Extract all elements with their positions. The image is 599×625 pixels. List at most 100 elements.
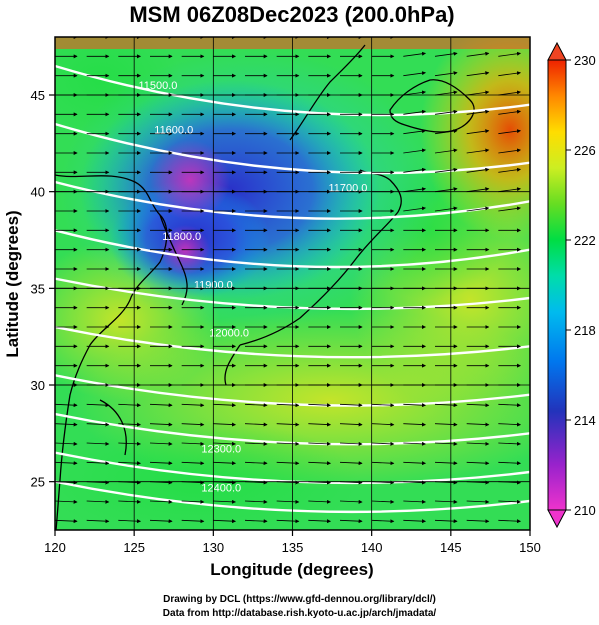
wind-arrow (86, 441, 110, 446)
wind-arrow (466, 90, 490, 96)
wind-arrow (403, 167, 426, 173)
colorbar-tick-label: 226 (574, 143, 596, 158)
wind-arrow (181, 403, 205, 408)
x-tick-label: 135 (282, 540, 304, 555)
wind-arrow (466, 519, 490, 524)
x-tick-label: 145 (440, 540, 462, 555)
wind-arrow (498, 148, 521, 154)
wind-arrow (308, 403, 331, 408)
wind-arrow (244, 403, 268, 408)
wind-arrow (466, 206, 490, 212)
map-title: MSM 06Z08Dec2023 (200.0hPa) (129, 2, 454, 27)
wind-arrow (118, 422, 141, 427)
wind-arrow (308, 461, 331, 466)
wind-arrow (55, 461, 78, 466)
wind-arrow (434, 403, 458, 408)
wind-arrow (244, 519, 268, 524)
wind-arrow (434, 519, 458, 524)
wind-arrow (213, 519, 236, 524)
wind-arrow (498, 71, 521, 77)
wind-arrow (55, 441, 78, 446)
wind-arrow (339, 441, 363, 446)
colorbar-tick-label: 210 (574, 503, 596, 518)
wind-arrow (434, 129, 458, 135)
wind-arrow (498, 499, 521, 504)
wind-arrow (371, 422, 395, 427)
wind-arrow (149, 461, 173, 466)
wind-arrow (498, 403, 521, 408)
colorbar-tick-label: 230 (574, 53, 596, 68)
credit-dcl: Drawing by DCL (https://www.gfd-dennou.o… (163, 594, 436, 605)
wind-arrow (498, 51, 521, 57)
wind-arrow (466, 422, 490, 427)
wind-arrow (403, 519, 426, 524)
wind-arrow (434, 90, 458, 96)
wind-arrow (466, 167, 490, 173)
wind-arrow (244, 499, 268, 504)
wind-arrow (213, 422, 236, 427)
wind-arrow (181, 441, 205, 446)
wind-arrow (371, 403, 395, 408)
wind-arrow (181, 519, 205, 524)
wind-arrow (213, 441, 236, 446)
wind-arrow (434, 461, 458, 466)
wind-arrow (276, 422, 300, 427)
wind-arrow (276, 441, 300, 446)
wind-arrow (403, 499, 426, 504)
colorbar-min-arrow (547, 509, 567, 529)
wind-arrow (118, 403, 141, 408)
wind-arrow (466, 441, 490, 446)
wind-arrow (434, 51, 458, 57)
colorbar-tick-label: 218 (574, 323, 596, 338)
wind-arrow (276, 461, 300, 466)
wind-arrow (434, 187, 458, 193)
wind-arrow (466, 187, 490, 193)
contour-label: 11800.0 (162, 231, 201, 243)
wind-arrow (466, 71, 490, 77)
wind-arrow (403, 109, 426, 115)
wind-arrow (86, 519, 110, 524)
wind-arrow (149, 403, 173, 408)
colorbar-tick-label: 214 (574, 413, 596, 428)
y-tick-label: 35 (31, 281, 45, 296)
wind-arrow (118, 441, 141, 446)
wind-arrow (244, 422, 268, 427)
wind-arrow (55, 499, 78, 504)
wind-arrow (86, 499, 110, 504)
wind-arrow (466, 51, 490, 57)
wind-arrow (434, 71, 458, 77)
wind-arrow (498, 461, 521, 466)
wind-arrow (181, 461, 205, 466)
colorbar-tick-label: 222 (574, 233, 596, 248)
wind-arrow (434, 422, 458, 427)
wind-arrow (308, 441, 331, 446)
wind-arrow (371, 519, 395, 524)
wind-arrow (86, 422, 110, 427)
wind-arrow (434, 109, 458, 115)
wind-arrow (498, 441, 521, 446)
x-tick-label: 130 (202, 540, 224, 555)
wind-arrow (403, 403, 426, 408)
wind-arrow (118, 519, 141, 524)
wind-arrow (339, 422, 363, 427)
wind-arrow (403, 71, 426, 77)
wind-arrow (276, 519, 300, 524)
wind-arrow (466, 129, 490, 135)
colorbar-ticks: 230 226 222 218 214 210 (566, 53, 596, 518)
y-axis-ticks: 25 30 35 40 45 (31, 88, 55, 490)
wind-arrow (371, 461, 395, 466)
wind-arrow (466, 403, 490, 408)
wind-arrow (498, 129, 521, 135)
credit-data-source: Data from http://database.rish.kyoto-u.a… (162, 608, 437, 619)
wind-arrow (149, 519, 173, 524)
wind-arrow (181, 422, 205, 427)
colorbar-max-arrow (547, 41, 567, 61)
wind-arrow (371, 441, 395, 446)
wind-arrow (403, 461, 426, 466)
x-tick-label: 125 (123, 540, 145, 555)
wind-arrow (466, 499, 490, 504)
wind-arrow (403, 148, 426, 154)
contour-label: 12400.0 (201, 482, 241, 494)
wind-arrow (308, 519, 331, 524)
